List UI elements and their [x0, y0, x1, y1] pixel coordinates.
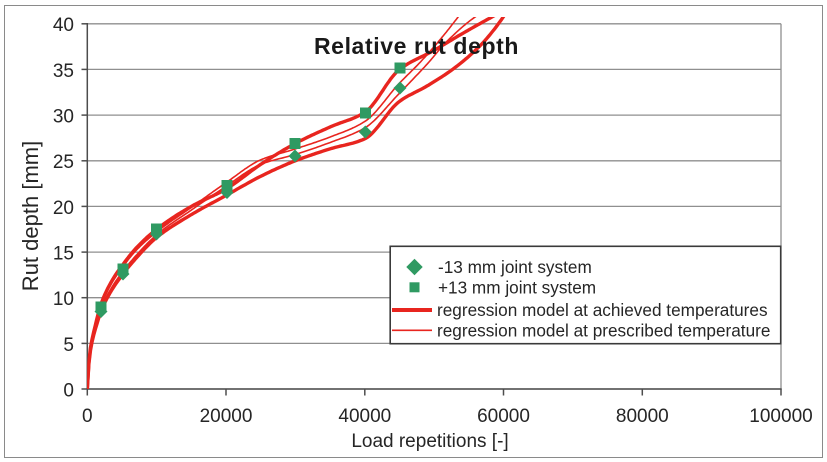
svg-text:+13 mm joint system: +13 mm joint system: [438, 277, 596, 297]
svg-text:-13 mm joint system: -13 mm joint system: [438, 257, 592, 277]
svg-text:10: 10: [53, 289, 74, 310]
svg-text:35: 35: [53, 61, 74, 82]
svg-text:regression model at achieved t: regression model at achieved temperature…: [437, 300, 768, 320]
svg-text:regression model at prescribed: regression model at prescribed temperatu…: [437, 320, 770, 340]
svg-text:40: 40: [53, 15, 74, 36]
svg-text:Relative rut depth: Relative rut depth: [314, 33, 519, 59]
svg-text:30: 30: [53, 107, 74, 128]
svg-text:5: 5: [63, 335, 74, 356]
svg-text:20: 20: [53, 198, 74, 219]
svg-text:80000: 80000: [616, 406, 669, 427]
svg-text:40000: 40000: [338, 406, 391, 427]
svg-text:15: 15: [53, 243, 74, 264]
svg-text:25: 25: [53, 152, 74, 173]
svg-text:100000: 100000: [749, 406, 812, 427]
svg-text:60000: 60000: [477, 406, 530, 427]
svg-text:20000: 20000: [200, 406, 253, 427]
svg-text:Rut depth [mm]: Rut depth [mm]: [18, 141, 43, 291]
svg-text:0: 0: [82, 406, 93, 427]
svg-text:0: 0: [63, 380, 74, 401]
svg-text:Load repetitions [-]: Load repetitions [-]: [351, 431, 508, 452]
